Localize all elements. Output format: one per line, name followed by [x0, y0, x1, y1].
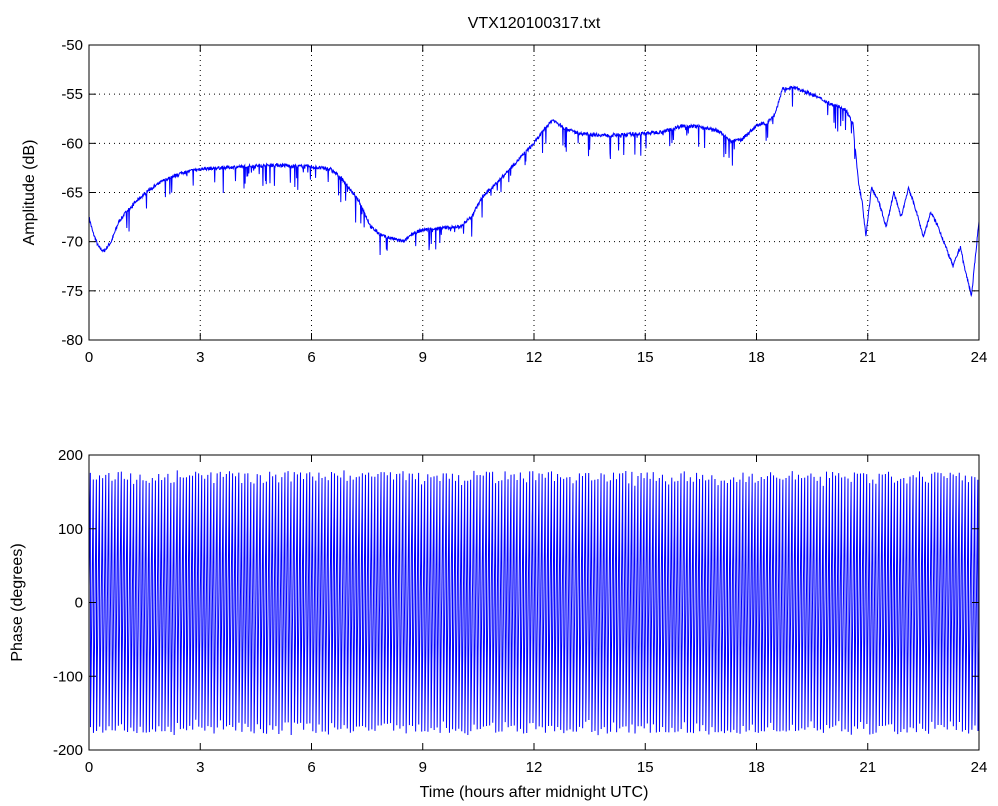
x-tick-label: 21 — [859, 349, 876, 366]
x-tick-label: 3 — [196, 759, 204, 776]
x-tick-label: 0 — [85, 759, 93, 776]
y-tick-label: 100 — [58, 521, 83, 538]
y-tick-label: 0 — [75, 595, 83, 612]
phase-y-axis-label: Phase (degrees) — [9, 543, 26, 661]
phase-line-group — [88, 470, 980, 736]
phase-ticks: 0 3 6 9 12 15 18 21 24 200 100 0 -100 -200 — [53, 447, 987, 776]
x-tick-label: 18 — [748, 349, 765, 366]
x-tick-label: 0 — [85, 349, 93, 366]
x-tick-label: 24 — [971, 759, 988, 776]
y-tick-label: -80 — [61, 332, 83, 349]
amplitude-y-axis-label: Amplitude (dB) — [21, 140, 38, 246]
y-tick-label: -65 — [61, 185, 83, 202]
amplitude-ticks: 0 3 6 9 12 15 18 21 24 -50 -55 -60 -65 -70 -75 -80 — [61, 37, 987, 366]
x-tick-label: 12 — [526, 759, 543, 776]
y-tick-label: 200 — [58, 447, 83, 464]
x-tick-label: 9 — [419, 349, 427, 366]
x-tick-label: 24 — [971, 349, 988, 366]
y-tick-label: -75 — [61, 283, 83, 300]
amplitude-series-line — [88, 85, 980, 298]
x-tick-label: 18 — [748, 759, 765, 776]
y-tick-label: -100 — [53, 668, 83, 685]
phase-x-axis-label: Time (hours after midnight UTC) — [420, 784, 649, 801]
x-tick-label: 21 — [859, 759, 876, 776]
amplitude-plot: 0 3 6 9 12 15 18 21 24 -50 -55 -60 -65 -70 -75 -80 Ampl… — [21, 37, 987, 366]
x-tick-label: 9 — [419, 759, 427, 776]
x-tick-label: 12 — [526, 349, 543, 366]
x-tick-label: 15 — [637, 759, 654, 776]
y-tick-label: -200 — [53, 742, 83, 759]
x-tick-label: 15 — [637, 349, 654, 366]
y-tick-label: -60 — [61, 135, 83, 152]
amplitude-line-group — [88, 85, 980, 298]
phase-plot: 0 3 6 9 12 15 18 21 24 200 100 0 -100 -200 Phase (deg… — [9, 447, 987, 801]
y-tick-label: -55 — [61, 86, 83, 103]
phase-series-line — [88, 470, 980, 736]
chart-title: VTX120100317.txt — [468, 15, 601, 32]
x-tick-label: 6 — [307, 759, 315, 776]
x-tick-label: 6 — [307, 349, 315, 366]
x-tick-label: 3 — [196, 349, 204, 366]
y-tick-label: -70 — [61, 234, 83, 251]
y-tick-label: -50 — [61, 37, 83, 54]
